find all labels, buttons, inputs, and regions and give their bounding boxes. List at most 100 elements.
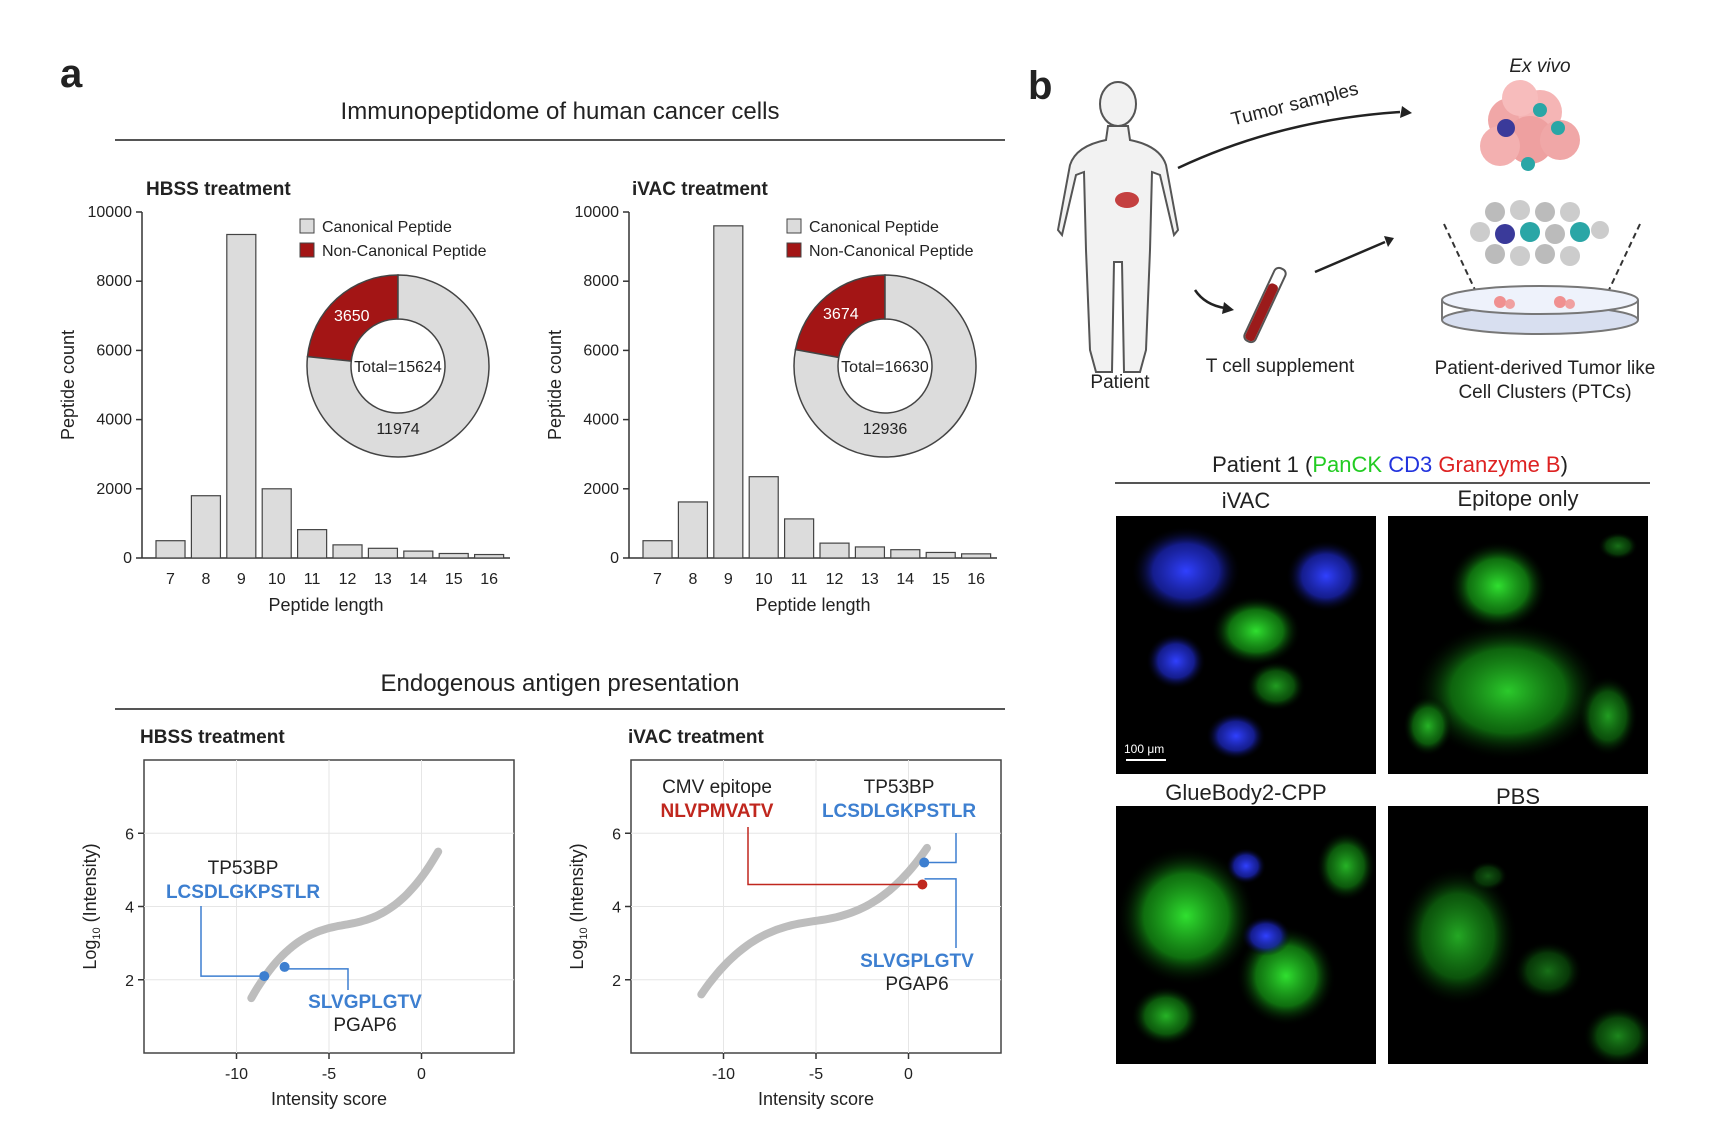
y-axis-label: Peptide count xyxy=(58,330,78,440)
panel-b-letter: b xyxy=(1028,64,1053,108)
bar-chart-2-title: iVAC treatment xyxy=(632,179,768,200)
cell-mixture-icon xyxy=(1470,200,1609,266)
x-tick-label: 14 xyxy=(896,571,914,588)
y-tick-label: 6 xyxy=(612,826,621,843)
donut-label-noncanonical: 3674 xyxy=(823,306,859,323)
x-tick-label: 10 xyxy=(755,571,773,588)
callout-line xyxy=(924,833,957,864)
peptide-label-slvgplgtv: SLVGPLGTV xyxy=(860,951,974,972)
patient-label: Patient xyxy=(1090,372,1150,393)
highlight-point xyxy=(279,961,290,972)
peptide-label-lcsdlgkpstlr: LCSDLGKPSTLR xyxy=(166,882,320,903)
x-tick-label: 13 xyxy=(861,571,879,588)
y-axis-label: Peptide count xyxy=(545,330,565,440)
x-tick-label: 16 xyxy=(480,571,498,588)
x-axis-label: Intensity score xyxy=(758,1089,874,1109)
donut-total-label: Total=16630 xyxy=(841,359,929,376)
x-tick-label: 8 xyxy=(201,571,210,588)
callout-line xyxy=(747,827,923,886)
x-tick-label: 11 xyxy=(791,571,808,588)
bar xyxy=(748,476,779,559)
gene-label-tp53bp: TP53BP xyxy=(208,858,279,879)
bar xyxy=(677,501,709,559)
bar xyxy=(819,542,850,559)
tumor-icon xyxy=(1115,192,1139,208)
micrograph-pbs xyxy=(1388,806,1648,1064)
image-title-pbs: PBS xyxy=(1495,784,1541,809)
y-tick-label: 2 xyxy=(125,973,134,990)
section-title-endogenous: Endogenous antigen presentation xyxy=(380,670,740,697)
bar xyxy=(155,540,186,559)
granzyme-label: Granzyme B xyxy=(1438,452,1561,477)
y-axis-label: Log10 (Intensity) xyxy=(567,843,590,969)
donut-label-canonical: 12936 xyxy=(863,421,908,438)
patient1-suffix: ) xyxy=(1560,452,1568,477)
ptc-label-line1: Patient-derived Tumor like xyxy=(1434,358,1656,379)
y-tick-label: 6000 xyxy=(96,342,132,359)
bar xyxy=(332,544,363,559)
y-tick-label: 4 xyxy=(612,900,621,917)
bar xyxy=(642,540,673,559)
y-tick-label: 6 xyxy=(125,826,134,843)
x-tick-label: -5 xyxy=(809,1066,823,1083)
y-tick-label: 6000 xyxy=(583,342,619,359)
y-tick-label: 0 xyxy=(610,550,619,567)
x-axis-label: Peptide length xyxy=(268,595,383,615)
x-axis-label: Intensity score xyxy=(271,1089,387,1109)
x-tick-label: 9 xyxy=(724,571,733,588)
gene-label-cmv-epitope: CMV epitope xyxy=(662,777,772,798)
tumor-cluster-icon xyxy=(1480,80,1580,171)
bar xyxy=(367,547,399,559)
arrow-head-icon xyxy=(1222,302,1234,314)
y-tick-label: 8000 xyxy=(96,273,132,290)
panck-label: PanCK xyxy=(1312,452,1383,477)
legend-swatch-noncanonical xyxy=(299,242,315,258)
highlight-point xyxy=(259,971,270,982)
x-tick-label: 0 xyxy=(417,1066,426,1083)
scatter-chart-1-title: HBSS treatment xyxy=(140,727,285,748)
callout-line xyxy=(284,968,349,990)
bar xyxy=(438,552,469,559)
gene-label-pgap6: PGAP6 xyxy=(885,974,948,995)
bar xyxy=(261,488,292,559)
bar xyxy=(925,551,956,559)
panel-b-divider xyxy=(1115,482,1650,484)
panel-a-letter: a xyxy=(60,52,83,96)
x-tick-label: 14 xyxy=(409,571,427,588)
donut-slice-canonical xyxy=(306,274,490,458)
x-tick-label: 13 xyxy=(374,571,392,588)
bar xyxy=(783,518,815,559)
highlight-point xyxy=(917,879,928,890)
y-tick-label: 4000 xyxy=(96,412,132,429)
patient1-title: Patient 1 (PanCK CD3 Granzyme B) xyxy=(1110,452,1670,478)
donut-slice-canonical xyxy=(793,274,977,458)
x-tick-label: 12 xyxy=(339,571,357,588)
peptide-label-lcsdlgkpstlr: LCSDLGKPSTLR xyxy=(822,801,976,822)
image-title-gluebody2-cpp: GlueBody2-CPP xyxy=(1165,780,1327,805)
y-tick-label: 2000 xyxy=(96,481,132,498)
gene-label-tp53bp: TP53BP xyxy=(864,777,935,798)
y-tick-label: 10000 xyxy=(575,204,620,221)
ptc-label-line2: Cell Clusters (PTCs) xyxy=(1458,382,1632,403)
x-tick-label: -10 xyxy=(225,1066,248,1083)
image-title-ivac: iVAC xyxy=(1221,488,1271,513)
x-tick-label: 15 xyxy=(445,571,463,588)
blood-tube-icon xyxy=(1243,266,1287,344)
x-tick-label: 8 xyxy=(688,571,697,588)
legend-label-noncanonical: Non-Canonical Peptide xyxy=(322,243,487,260)
legend-label-canonical: Canonical Peptide xyxy=(322,219,452,236)
x-tick-label: 7 xyxy=(653,571,662,588)
y-tick-label: 0 xyxy=(123,550,132,567)
section-title-immunopeptidome: Immunopeptidome of human cancer cells xyxy=(340,98,780,125)
y-tick-label: 2000 xyxy=(583,481,619,498)
ranked-intensity-curve xyxy=(697,843,931,999)
culture-dish-icon xyxy=(1441,285,1639,335)
legend-swatch-noncanonical xyxy=(786,242,802,258)
legend-swatch-canonical xyxy=(786,218,802,234)
y-tick-label: 4 xyxy=(125,900,134,917)
image-title-epitope-only: Epitope only xyxy=(1457,486,1579,511)
scatter-chart-2-title: iVAC treatment xyxy=(628,727,764,748)
peptide-label-nlvpmvatv: NLVPMVATV xyxy=(661,801,774,822)
scale-bar-label: 100 μm xyxy=(1124,742,1165,756)
